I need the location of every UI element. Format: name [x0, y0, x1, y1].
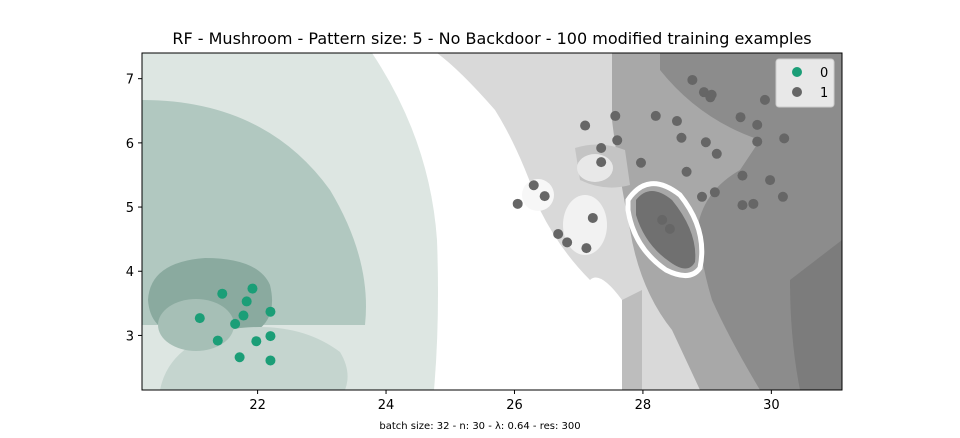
point-series-0-11 — [265, 355, 276, 366]
point-series-1-22 — [700, 137, 711, 148]
y-tick-label-0: 3 — [126, 329, 134, 344]
point-series-0-7 — [247, 283, 258, 294]
region-class-1-darkest — [790, 240, 842, 390]
point-series-1-15 — [664, 223, 675, 234]
point-series-1-6 — [581, 243, 592, 254]
point-series-1-29 — [737, 200, 748, 211]
point-series-1-19 — [687, 74, 698, 85]
point-series-1-2 — [539, 191, 550, 202]
point-series-1-13 — [650, 110, 661, 121]
chart-title: RF - Mushroom - Pattern size: 5 - No Bac… — [172, 29, 811, 48]
point-series-1-11 — [612, 135, 623, 146]
x-axis: 22 24 26 28 30 — [249, 390, 780, 413]
point-series-0-5 — [238, 310, 249, 321]
point-series-1-14 — [657, 214, 668, 225]
point-series-1-25 — [709, 187, 720, 198]
point-series-1-31 — [752, 119, 763, 130]
scatter-points — [194, 74, 790, 366]
x-tick-label-1: 24 — [378, 398, 395, 413]
point-series-1-3 — [553, 229, 564, 240]
x-tick-label-4: 30 — [763, 398, 780, 413]
y-tick-label-4: 7 — [126, 73, 134, 88]
point-series-1-16 — [671, 116, 682, 127]
point-series-0-10 — [265, 331, 276, 342]
plot-frame — [141, 52, 843, 391]
point-series-1-33 — [759, 94, 770, 105]
legend-label-1: 1 — [820, 86, 828, 101]
point-series-0-4 — [234, 352, 245, 363]
y-axis: 3 4 5 6 7 — [126, 73, 142, 344]
point-series-0-2 — [212, 335, 223, 346]
y-tick-label-2: 5 — [126, 201, 134, 216]
point-series-1-34 — [765, 175, 776, 186]
x-tick-label-3: 28 — [635, 398, 652, 413]
point-series-1-4 — [562, 237, 573, 248]
point-series-1-27 — [735, 112, 746, 123]
y-tick-label-1: 4 — [126, 265, 134, 280]
region-white-blob-3 — [577, 154, 613, 182]
point-series-1-32 — [752, 136, 763, 147]
point-series-1-36 — [779, 133, 790, 144]
legend: 0 1 — [775, 58, 835, 108]
point-series-1-8 — [596, 143, 607, 154]
region-white-blob-1 — [563, 195, 607, 255]
point-series-0-0 — [194, 313, 205, 324]
point-series-1-18 — [681, 166, 692, 177]
point-series-0-9 — [265, 306, 276, 317]
point-series-0-3 — [230, 318, 241, 329]
x-tick-label-0: 22 — [249, 398, 266, 413]
point-series-1-20 — [697, 191, 707, 202]
point-series-1-30 — [748, 198, 759, 209]
point-series-1-0 — [512, 198, 523, 209]
point-series-1-10 — [610, 110, 621, 121]
legend-marker-0 — [792, 67, 802, 77]
point-series-0-8 — [251, 336, 262, 347]
point-series-0-6 — [241, 296, 252, 307]
legend-marker-1 — [792, 87, 802, 97]
point-series-1-9 — [596, 157, 607, 168]
legend-box — [775, 58, 835, 108]
point-series-1-7 — [587, 212, 598, 223]
point-series-1-28 — [737, 170, 748, 181]
point-series-0-1 — [217, 288, 228, 299]
point-series-1-12 — [635, 157, 646, 168]
point-series-1-1 — [528, 180, 539, 191]
region-class-1-ring — [625, 181, 705, 278]
region-class-1-strip — [622, 290, 642, 390]
point-series-1-26 — [711, 148, 722, 159]
legend-label-0: 0 — [820, 66, 828, 81]
point-series-1-35 — [777, 191, 788, 202]
y-tick-label-3: 6 — [126, 137, 134, 152]
point-series-1-17 — [676, 132, 687, 143]
chart-caption: batch size: 32 - n: 30 - λ: 0.64 - res: … — [379, 421, 580, 432]
region-class-0-ring — [158, 299, 234, 351]
point-series-1-24 — [706, 89, 717, 100]
decision-regions — [142, 53, 842, 390]
x-tick-label-2: 26 — [506, 398, 523, 413]
point-series-1-5 — [580, 120, 591, 131]
